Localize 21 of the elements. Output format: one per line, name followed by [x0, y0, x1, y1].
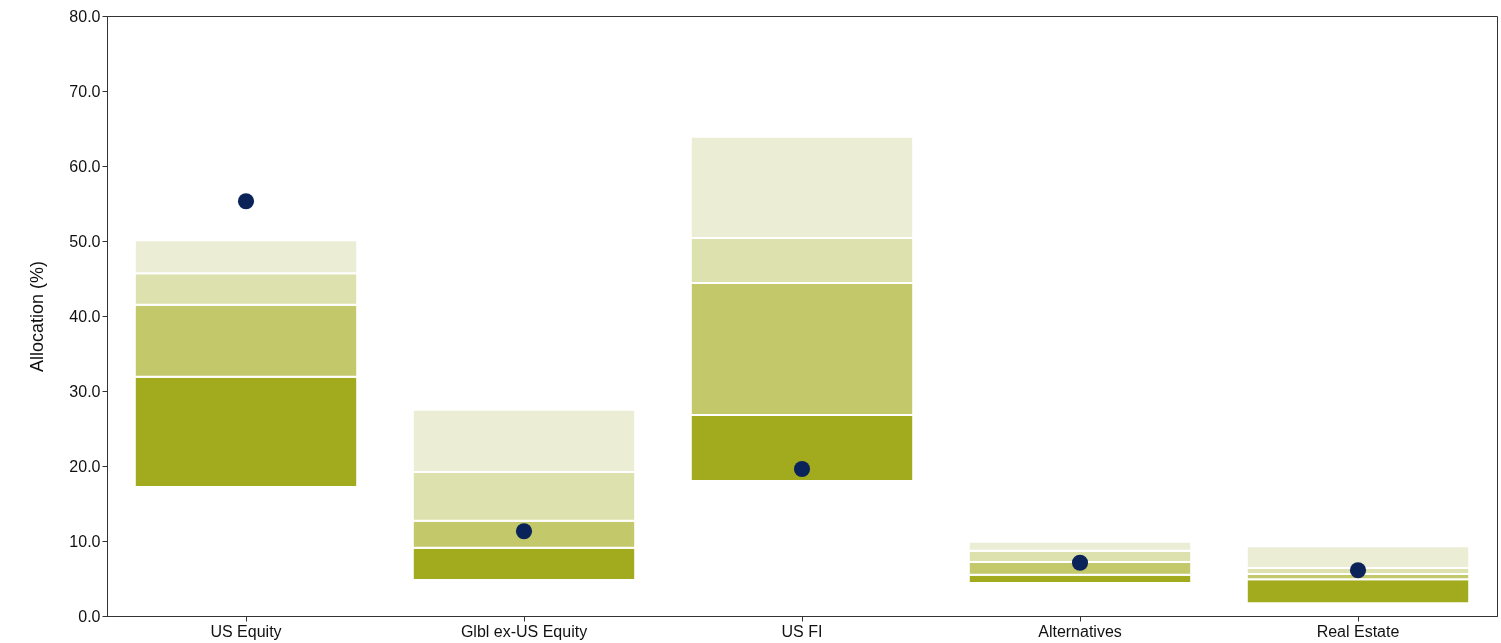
x-tick-label: Real Estate: [1316, 622, 1400, 640]
y-axis-title: Allocation (%): [27, 260, 48, 373]
y-tick-label: 30.0: [69, 382, 101, 400]
y-tick-label: 10.0: [69, 532, 101, 550]
y-tick-label: 20.0: [69, 457, 101, 475]
point: [1071, 554, 1089, 571]
y-tick-label: 60.0: [69, 157, 101, 175]
point: [515, 523, 533, 540]
point: [793, 460, 811, 478]
y-tick-label: 70.0: [69, 82, 101, 100]
point: [237, 193, 255, 210]
x-tick-label: US Equity: [210, 622, 282, 640]
point: [1349, 562, 1367, 579]
x-tick-label: US FI: [781, 622, 823, 640]
y-tick-label: 50.0: [69, 232, 101, 250]
bar: [1245, 578, 1471, 605]
y-tick-label: 40.0: [69, 307, 101, 325]
y-tick-label: 0.0: [78, 607, 101, 625]
y-tick-label: 80.0: [69, 7, 101, 25]
x-tick-label: Glbl ex-US Equity: [460, 622, 588, 640]
x-tick-label: Alternatives: [1038, 622, 1122, 640]
